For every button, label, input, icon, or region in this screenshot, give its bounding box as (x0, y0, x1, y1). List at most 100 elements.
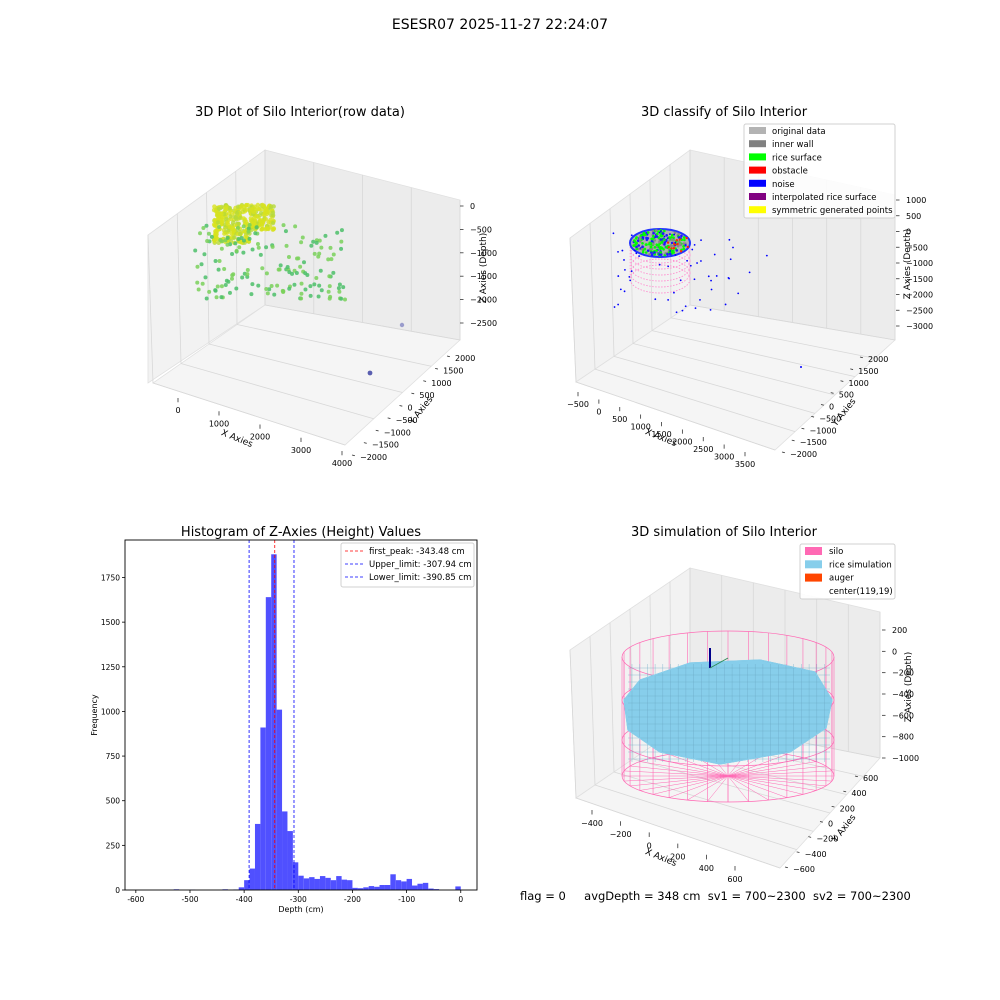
data-point (658, 240, 661, 244)
data-point (245, 267, 250, 272)
data-point (650, 251, 653, 254)
data-point (665, 234, 668, 237)
x-tick-label: 0 (458, 895, 463, 904)
noise-point (694, 307, 697, 310)
data-point (196, 287, 201, 292)
histogram-bar (368, 886, 375, 890)
y-tick-label: 2000 (455, 354, 475, 363)
data-point (660, 241, 664, 244)
data-point (326, 257, 331, 262)
legend-box (799, 543, 896, 600)
z-tick-label: −1000 (470, 249, 497, 258)
data-point (270, 220, 276, 226)
noise-point (635, 252, 638, 255)
data-point (673, 231, 677, 235)
silo-floor-spoke (727, 775, 769, 801)
data-point (637, 244, 641, 247)
data-point (303, 271, 308, 276)
noise-point (729, 258, 732, 261)
noise-point (679, 279, 682, 282)
y-tick-label: −200 (816, 835, 838, 844)
noise-point (660, 230, 662, 233)
x-tick-label: -600 (127, 895, 144, 904)
data-point (263, 217, 269, 222)
legend-swatch (749, 127, 766, 134)
data-point (679, 242, 682, 246)
grid-line (235, 171, 238, 325)
histogram-bar (303, 878, 310, 890)
data-point (657, 244, 660, 248)
silo-floor-spoke (727, 757, 804, 777)
data-point (201, 225, 206, 230)
noise-point (658, 231, 661, 234)
data-point (245, 202, 251, 208)
legend-swatch (749, 153, 766, 161)
data-point (217, 259, 222, 264)
tick-mark (811, 415, 815, 418)
histogram-bar (254, 823, 261, 890)
data-point (241, 216, 246, 221)
y-tick-label: 2000 (868, 355, 888, 364)
x-tick-label: 1500 (651, 430, 671, 439)
generated-points-ring (629, 246, 691, 276)
histogram-bar (422, 882, 429, 890)
subplot-title: 3D classify of Silo Interior (641, 105, 808, 120)
data-point (337, 282, 342, 287)
data-point (311, 239, 316, 244)
data-point (286, 255, 291, 260)
x-tick-label: -400 (236, 895, 253, 904)
noise-point (696, 262, 698, 264)
histogram-bar (282, 811, 288, 890)
data-point (246, 226, 251, 231)
tick-mark (375, 429, 379, 432)
grid-line (670, 317, 876, 359)
x-tick-label: 3500 (735, 460, 755, 469)
noise-point (667, 299, 670, 301)
x-tick-label: 600 (727, 875, 742, 884)
noise-point (617, 303, 620, 306)
data-point (641, 241, 644, 245)
z-tick-label: −500 (906, 243, 928, 252)
silo-floor-spoke (630, 775, 729, 787)
tick-mark (791, 439, 795, 442)
data-point (641, 245, 644, 248)
y-tick-label: 200 (840, 804, 855, 813)
data-point (228, 238, 234, 244)
legend-swatch (805, 586, 822, 595)
y-tick-label: −1500 (800, 438, 827, 447)
grid-line (236, 324, 432, 367)
data-point (202, 252, 207, 257)
data-point (312, 251, 317, 256)
data-point (226, 279, 231, 284)
y-tick-label: 1500 (858, 367, 878, 376)
y-tick-label: −1000 (384, 428, 411, 437)
noise-point (737, 292, 740, 295)
grid-line (176, 213, 182, 364)
noise-point (700, 239, 702, 242)
x-tick-label: −400 (581, 819, 603, 828)
tick-mark (446, 355, 450, 358)
legend-label: rice surface (772, 153, 822, 163)
histogram-bar (428, 888, 434, 890)
data-point (670, 238, 674, 241)
legend-swatch (805, 547, 822, 555)
data-point (284, 243, 289, 248)
data-point (646, 231, 650, 234)
data-point (233, 241, 238, 246)
grid-line (589, 636, 596, 786)
data-point (650, 253, 654, 257)
data-point (327, 274, 332, 279)
z-axis-label: Z Axies (Depth) (479, 233, 489, 304)
data-point (246, 229, 251, 234)
data-point (217, 225, 222, 230)
data-point (299, 240, 304, 245)
data-point (683, 238, 686, 242)
histogram-bar (401, 881, 407, 890)
noise-point (699, 298, 701, 301)
data-point (249, 292, 254, 297)
data-point (655, 249, 658, 252)
x-tick-label: 400 (699, 864, 714, 873)
z-tick-label: 200 (892, 626, 907, 635)
data-point (327, 296, 332, 301)
data-point (641, 235, 644, 239)
